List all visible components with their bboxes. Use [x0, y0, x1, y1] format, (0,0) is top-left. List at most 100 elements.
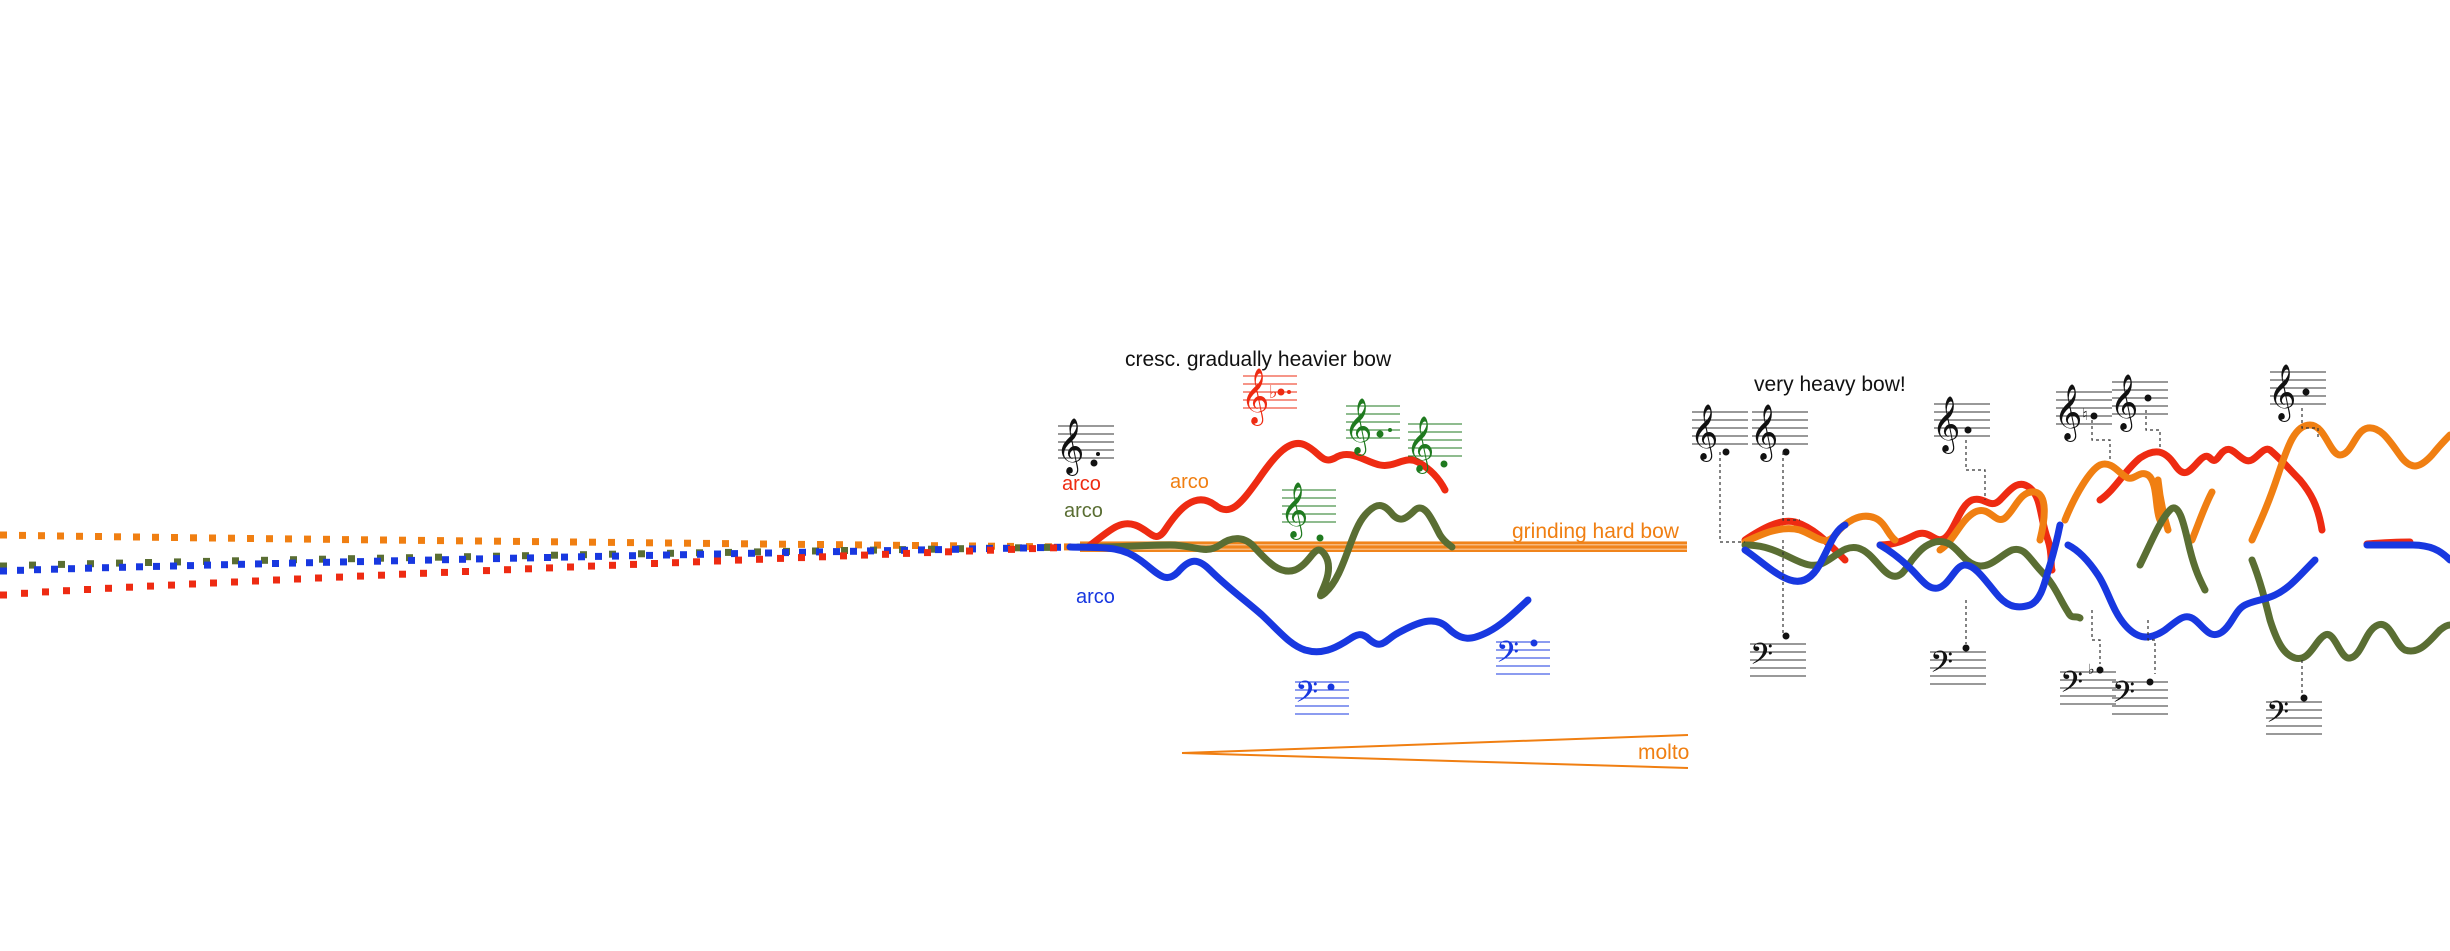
- connector-line: [1782, 452, 1800, 521]
- cello-wild-curve: [1741, 521, 2450, 641]
- arco-cello-label: arco: [1076, 586, 1115, 608]
- cello-dot: [1003, 544, 1010, 552]
- violin2-dot: [323, 535, 330, 543]
- violin2-dot: [608, 538, 615, 546]
- staff-lines: [1408, 423, 1462, 457]
- arco-violin1-label: arco: [1062, 473, 1101, 495]
- violin1-dot: [987, 546, 994, 554]
- note-dot: [2096, 666, 2104, 674]
- viola-dot: [522, 552, 529, 560]
- violin1-dot: [1029, 545, 1036, 553]
- violin1-dot: [966, 547, 973, 555]
- violin1-dot: [441, 568, 448, 576]
- arco-violin2-label: arco: [1170, 471, 1209, 493]
- cello-dot: [493, 555, 500, 563]
- connector-line: [2145, 410, 2161, 450]
- staff-lines: [1243, 375, 1297, 409]
- viola-dot: [58, 560, 65, 568]
- staff-lines: [2112, 681, 2168, 715]
- note-dot: [1388, 428, 1392, 432]
- cello-dot: [1020, 544, 1027, 552]
- bass-clef-glyph: 𝄢: [2112, 676, 2135, 717]
- violin1-dot: [1050, 544, 1057, 552]
- connector-lines: [1719, 408, 2319, 694]
- violin1-dot: [378, 571, 385, 579]
- violin1-dot: [147, 582, 154, 590]
- note-dot: [1440, 460, 1448, 468]
- treble-clef-glyph: 𝄞: [1406, 416, 1434, 474]
- bass-clef-icon: 𝄢: [1295, 676, 1349, 717]
- bass-clef-icon: 𝄢: [1930, 644, 1986, 687]
- connector-line: [1965, 440, 1986, 500]
- violin2-dot: [703, 539, 710, 547]
- cello-dot: [646, 551, 653, 559]
- viola-dot: [348, 555, 355, 563]
- violin1-dot: [567, 563, 574, 571]
- violin2-dot: [209, 534, 216, 542]
- note-dot: [1722, 448, 1730, 456]
- note-dot: [2146, 678, 2154, 686]
- cello-dot: [340, 558, 347, 566]
- violin1-dot: [819, 553, 826, 561]
- note-dot: [1964, 426, 1972, 434]
- violin2-dot: [456, 537, 463, 545]
- violin1-dot: [630, 560, 637, 568]
- note-dot: [2144, 394, 2152, 402]
- violin2-dot: [836, 541, 843, 549]
- cello-dot: [697, 550, 704, 558]
- cello-dot: [1054, 543, 1061, 551]
- violin1-dot: [231, 578, 238, 586]
- violin2-dot: [855, 541, 862, 549]
- cello-dot: [680, 551, 687, 559]
- arco-viola-label: arco: [1064, 500, 1103, 522]
- violin2-dot: [38, 532, 45, 540]
- cello-dot: [544, 554, 551, 561]
- cello-curve: [1066, 543, 1532, 656]
- cello-dot: [561, 553, 568, 561]
- violin1-dot: [63, 587, 70, 595]
- staff-lines: [1058, 425, 1114, 459]
- cello-dot: [595, 552, 602, 560]
- bass-clef-icon: 𝄢 ♭: [2060, 662, 2116, 707]
- connector-line: [2147, 620, 2156, 674]
- violin1-dot: [21, 589, 28, 597]
- viola-dot: [928, 545, 935, 553]
- cello-dot: [663, 551, 670, 559]
- violin2-dot: [133, 533, 140, 541]
- violin2-dot: [342, 536, 349, 544]
- cello-dot: [714, 550, 721, 558]
- cello-dot: [238, 560, 245, 568]
- cello-dot: [153, 562, 160, 570]
- violin1-dot: [210, 579, 217, 587]
- violin1-dot: [546, 564, 553, 572]
- staff-lines: [2270, 371, 2326, 405]
- viola-dot: [0, 562, 7, 570]
- viola-dot: [435, 553, 442, 561]
- staff-lines: [1930, 651, 1986, 685]
- cello-dot: [612, 552, 619, 560]
- treble-clef-icon: 𝄞: [1406, 416, 1462, 474]
- staff-lines: [1282, 489, 1336, 523]
- cello-dot: [204, 561, 211, 569]
- note-dot: [1962, 644, 1970, 652]
- cello-dot: [578, 553, 585, 561]
- treble-clef-icon: 𝄞: [2110, 374, 2168, 432]
- cello-dot: [17, 566, 24, 574]
- viola-dot: [203, 557, 210, 565]
- staff-lines: [2266, 701, 2322, 735]
- note-dot: [1530, 639, 1538, 647]
- cello-dot: [918, 546, 925, 554]
- treble-clef-glyph: 𝄞: [2110, 374, 2138, 432]
- violin1-dot: [693, 558, 700, 566]
- treble-clef-glyph: 𝄞: [1690, 404, 1718, 462]
- clef-icons: 𝄞 ♭ 𝄞: [1056, 364, 2326, 737]
- treble-clef-icon: 𝄞: [1690, 404, 1748, 462]
- treble-clef-icon: 𝄞 ♭: [1241, 368, 1297, 426]
- staff-lines: [1692, 411, 1748, 445]
- note-dot: [1316, 534, 1324, 542]
- cello-dot: [119, 563, 126, 571]
- treble-clef-glyph: 𝄞: [2268, 364, 2296, 422]
- cello-dot: [510, 554, 517, 562]
- staff-lines: [2112, 381, 2168, 415]
- violin1-dot: [189, 580, 196, 588]
